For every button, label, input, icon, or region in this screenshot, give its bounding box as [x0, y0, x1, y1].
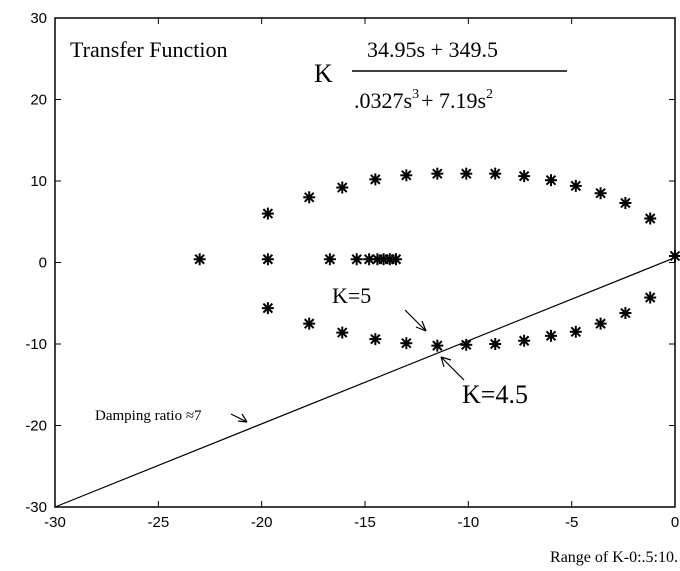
locus-point-upper: [400, 169, 413, 182]
damping-ratio-label: Damping ratio ≈7: [95, 408, 202, 424]
locus-point-lower: [594, 317, 607, 330]
locus-point-upper: [369, 173, 382, 186]
locus-point-lower: [336, 326, 349, 339]
axis-tick-labels: -30 -25 -20 -15 -10 -5 0 30 20 10 0 -10 -20 -30: [25, 10, 679, 531]
locus-point-lower: [644, 291, 657, 304]
k45-arrow-head: [440, 356, 452, 368]
locus-point-lower: [545, 329, 557, 342]
locus-point-upper: [619, 197, 632, 210]
locus-point-real: [261, 253, 274, 266]
k5-label: K=5: [332, 283, 371, 308]
locus-point-lower: [518, 334, 531, 347]
x-tick-label: -5: [565, 514, 578, 531]
y-tick-label: 30: [30, 10, 47, 27]
x-tick-label: -15: [354, 514, 376, 531]
damping-arrow-head: [237, 413, 248, 423]
locus-point-upper: [460, 167, 473, 180]
locus-point-lower: [369, 333, 382, 346]
locus-point-upper: [518, 170, 531, 183]
locus-point-upper: [644, 212, 657, 225]
gain-symbol: K: [314, 59, 333, 88]
damping-ratio-line: [54, 257, 676, 508]
locus-point-lower: [619, 307, 632, 320]
damping-ratio-line-group: [54, 257, 676, 508]
locus-point-upper: [594, 187, 607, 200]
locus-point-real: [350, 253, 363, 266]
y-tick-label: 0: [39, 255, 47, 272]
x-tick-label: -30: [44, 514, 66, 531]
locus-point-upper: [261, 207, 274, 220]
locus-point-upper: [336, 181, 349, 194]
locus-point-real: [323, 253, 336, 266]
locus-point-lower: [431, 339, 444, 352]
k45-label: K=4.5: [462, 380, 528, 409]
x-tick-label: 0: [671, 514, 679, 531]
y-tick-label: -20: [25, 418, 47, 435]
k5-arrow-shaft: [404, 309, 427, 332]
tf-denominator: .0327s3+ 7.19s2: [354, 87, 493, 113]
locus-point-upper: [669, 249, 680, 262]
tf-denominator-part2: + 7.19s: [421, 88, 486, 113]
locus-point-lower: [303, 317, 316, 330]
x-tick-label: -20: [251, 514, 273, 531]
locus-point-upper: [431, 167, 444, 180]
transfer-function-label: Transfer Function: [70, 37, 227, 62]
y-tick-label: 20: [30, 92, 47, 109]
locus-point-lower: [460, 338, 473, 351]
y-tick-label: -30: [25, 499, 47, 516]
y-tick-label: -10: [25, 336, 47, 353]
k45-arrow-shaft: [440, 356, 465, 381]
locus-point-lower: [569, 325, 582, 338]
locus-point-real: [390, 253, 402, 266]
tf-numerator: 34.95s + 349.5: [367, 37, 498, 62]
locus-point-upper: [569, 179, 582, 192]
range-caption: Range of K-0:.5:10.: [550, 549, 678, 566]
y-tick-label: 10: [30, 173, 47, 190]
k5-arrow-head: [415, 320, 427, 332]
locus-point-lower: [261, 302, 274, 315]
x-tick-label: -25: [147, 514, 169, 531]
x-tick-label: -10: [457, 514, 479, 531]
locus-points: [193, 167, 680, 352]
locus-point-real: [193, 253, 206, 266]
axis-ticks: [54, 17, 676, 508]
locus-point-upper: [303, 191, 316, 204]
locus-point-upper: [489, 167, 502, 180]
locus-point-lower: [489, 338, 502, 350]
locus-point-upper: [545, 174, 557, 187]
locus-point-lower: [400, 337, 413, 350]
tf-denominator-part1: .0327s: [354, 88, 412, 113]
tf-denominator-exp1: 3: [412, 87, 419, 102]
damping-arrow-shaft: [230, 413, 248, 423]
tf-denominator-exp2: 2: [486, 87, 493, 102]
